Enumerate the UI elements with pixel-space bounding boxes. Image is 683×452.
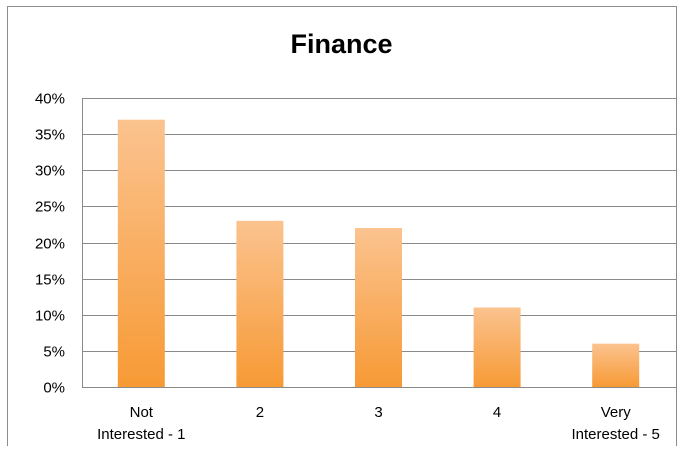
y-tick-label: 10%	[35, 308, 65, 325]
y-tick-label: 30%	[35, 163, 65, 180]
y-tick-label: 25%	[35, 199, 65, 216]
y-tick-label: 40%	[35, 91, 65, 108]
y-tick-label: 5%	[43, 344, 65, 361]
gridlines	[82, 98, 677, 388]
x-category-label: 3	[374, 404, 382, 421]
bar	[592, 343, 640, 387]
bar	[355, 228, 402, 387]
x-category-label: Not	[130, 404, 154, 421]
x-category-label: 4	[493, 404, 501, 421]
y-tick-label: 0%	[43, 380, 65, 397]
bar	[236, 220, 284, 387]
x-category-label: Very	[601, 404, 632, 421]
bar	[117, 119, 165, 388]
chart-title: Finance	[290, 29, 393, 59]
bar	[473, 307, 521, 387]
bars	[117, 119, 640, 388]
y-tick-label: 35%	[35, 127, 65, 144]
x-category-label: Interested - 5	[572, 426, 660, 443]
x-category-label: 2	[256, 404, 264, 421]
y-tick-label: 20%	[35, 236, 65, 253]
y-tick-label: 15%	[35, 272, 65, 289]
x-category-label: Interested - 1	[97, 426, 185, 443]
y-axis-ticks: 0% 5% 10% 15% 20% 25% 30% 35% 40%	[35, 91, 65, 397]
x-axis-categories: Not Interested - 1 2 3 4 Very Interested - 5	[97, 404, 660, 443]
